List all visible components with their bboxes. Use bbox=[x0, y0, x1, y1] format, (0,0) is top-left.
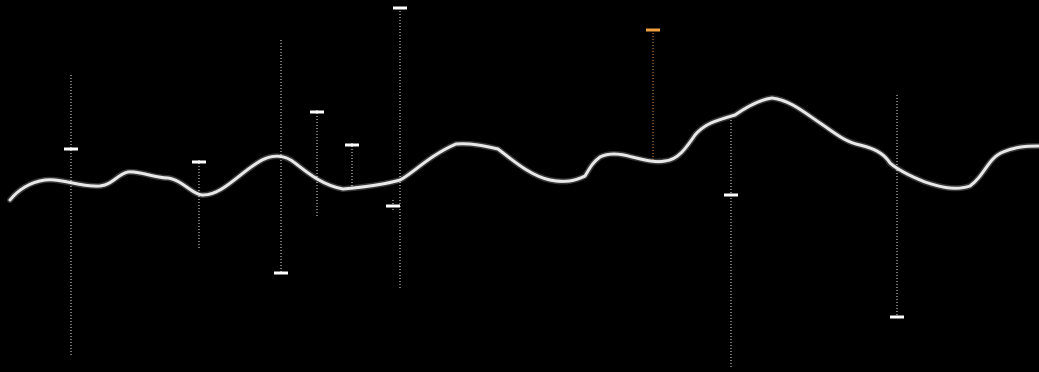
marker bbox=[274, 40, 288, 275]
marker-tick bbox=[310, 110, 324, 114]
marker bbox=[386, 200, 400, 210]
marker bbox=[724, 120, 738, 367]
waveform-line bbox=[8, 96, 1039, 202]
marker bbox=[345, 143, 359, 190]
marker-tick bbox=[64, 147, 78, 151]
marker bbox=[192, 160, 206, 250]
marker bbox=[64, 75, 78, 355]
marker bbox=[310, 110, 324, 217]
marker-group bbox=[64, 6, 904, 367]
highlighted-marker bbox=[646, 28, 660, 160]
marker-tick bbox=[890, 315, 904, 319]
marker-tick bbox=[192, 160, 206, 164]
marker bbox=[890, 95, 904, 319]
marker bbox=[393, 6, 407, 290]
marker-tick bbox=[646, 28, 660, 32]
marker-tick bbox=[274, 271, 288, 275]
marker-tick bbox=[345, 143, 359, 147]
waveform-glow bbox=[7, 95, 1039, 203]
marker-tick bbox=[393, 6, 407, 10]
marker-tick bbox=[724, 193, 738, 197]
marker-tick bbox=[386, 204, 400, 208]
